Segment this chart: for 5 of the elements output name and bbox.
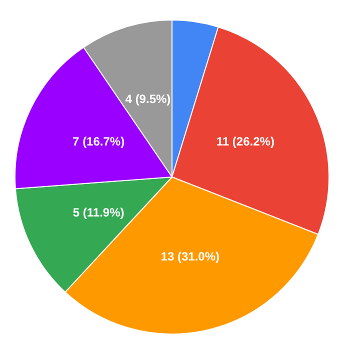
data-label: 13 (31.0%) — [160, 249, 220, 264]
data-label: 5 (11.9%) — [72, 205, 124, 220]
data-label: 4 (9.5%) — [125, 92, 171, 106]
data-label: 11 (26.2%) — [216, 134, 274, 149]
data-label: 7 (16.7%) — [72, 134, 125, 149]
